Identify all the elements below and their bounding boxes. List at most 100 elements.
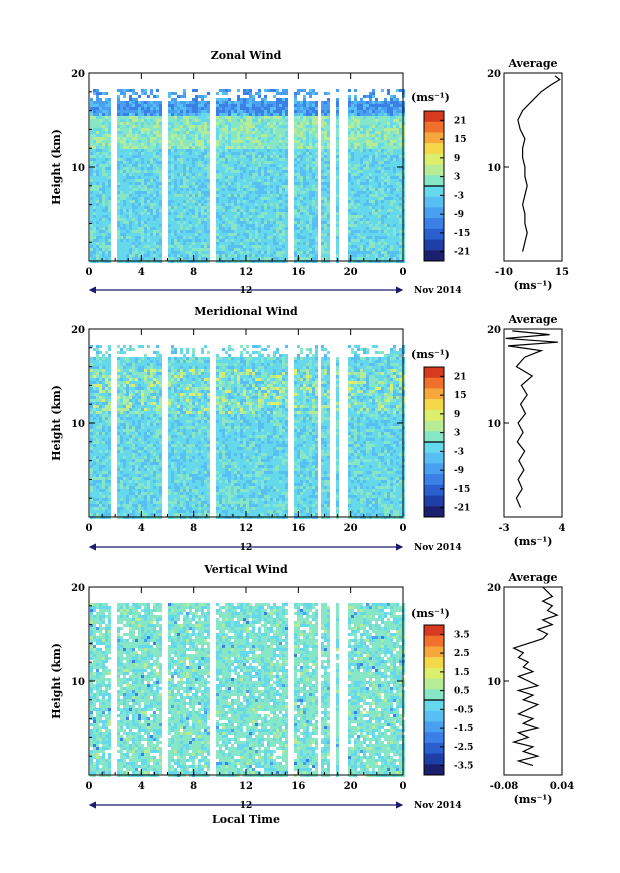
heatmap-cell [258, 134, 261, 137]
heatmap-cell [390, 245, 393, 248]
heatmap-cell [150, 170, 153, 173]
heatmap-cell [240, 257, 243, 260]
heatmap-cell [180, 116, 183, 119]
heatmap-cell [117, 146, 120, 149]
heatmap-cell [306, 116, 309, 119]
heatmap-cell [360, 221, 363, 224]
heatmap-cell [270, 101, 273, 104]
heatmap-cell [120, 200, 123, 203]
heatmap-cell [216, 155, 219, 158]
heatmap-cell [93, 209, 96, 212]
heatmap-cell [297, 92, 300, 95]
heatmap-cell [207, 227, 210, 230]
heatmap-cell [246, 173, 249, 176]
heatmap-cell [321, 179, 324, 182]
heatmap-cell [324, 230, 327, 233]
heatmap-cell [396, 179, 399, 182]
heatmap-cell [150, 107, 153, 110]
heatmap-cell [150, 164, 153, 167]
heatmap-cell [393, 170, 396, 173]
heatmap-cell [354, 149, 357, 152]
heatmap-cell [300, 212, 303, 215]
heatmap-cell [294, 212, 297, 215]
heatmap-cell [243, 122, 246, 125]
heatmap-cell [294, 188, 297, 191]
heatmap-cell [375, 206, 378, 209]
heatmap-cell [321, 227, 324, 230]
heatmap-cell [261, 239, 264, 242]
heatmap-cell [267, 206, 270, 209]
heatmap-cell [294, 215, 297, 218]
heatmap-cell [282, 254, 285, 257]
heatmap-cell [303, 203, 306, 206]
heatmap-cell [201, 188, 204, 191]
heatmap-cell [183, 194, 186, 197]
heatmap-cell [327, 149, 330, 152]
heatmap-cell [294, 143, 297, 146]
heatmap-cell [204, 221, 207, 224]
heatmap-cell [141, 113, 144, 116]
heatmap-cell [279, 164, 282, 167]
heatmap-cell [159, 188, 162, 191]
heatmap-cell [363, 218, 366, 221]
heatmap-cell [396, 182, 399, 185]
heatmap-cell [186, 197, 189, 200]
heatmap-cell [378, 170, 381, 173]
heatmap-cell [168, 137, 171, 140]
heatmap-cell [396, 161, 399, 164]
heatmap-cell [261, 137, 264, 140]
heatmap-cell [351, 182, 354, 185]
heatmap-cell [231, 215, 234, 218]
heatmap-cell [204, 95, 207, 98]
heatmap-cell [324, 233, 327, 236]
heatmap-cell [369, 188, 372, 191]
heatmap-cell [252, 134, 255, 137]
heatmap-cell [195, 134, 198, 137]
heatmap-cell [258, 101, 261, 104]
heatmap-cell [279, 146, 282, 149]
heatmap-cell [324, 143, 327, 146]
heatmap-cell [348, 95, 351, 98]
heatmap-cell [294, 194, 297, 197]
heatmap-cell [96, 164, 99, 167]
heatmap-cell [270, 179, 273, 182]
heatmap-cell [207, 188, 210, 191]
heatmap-cell [252, 185, 255, 188]
heatmap-cell [159, 116, 162, 119]
heatmap-cell [93, 167, 96, 170]
heatmap-cell [312, 116, 315, 119]
heatmap-cell [351, 215, 354, 218]
heatmap-cell [102, 125, 105, 128]
heatmap-cell [249, 113, 252, 116]
heatmap-cell [297, 170, 300, 173]
heatmap-cell [363, 95, 366, 98]
heatmap-cell [315, 194, 318, 197]
heatmap-cell [123, 161, 126, 164]
heatmap-cell [150, 257, 153, 260]
heatmap-cell [102, 176, 105, 179]
heatmap-cell [267, 137, 270, 140]
heatmap-cell [369, 233, 372, 236]
heatmap-cell [141, 161, 144, 164]
heatmap-cell [396, 101, 399, 104]
heatmap-cell [285, 152, 288, 155]
heatmap-cell [192, 221, 195, 224]
heatmap-cell [147, 125, 150, 128]
heatmap-cell [375, 149, 378, 152]
heatmap-cell [150, 242, 153, 245]
heatmap-cell [243, 227, 246, 230]
heatmap-cell [279, 104, 282, 107]
heatmap-cell [120, 122, 123, 125]
heatmap-cell [300, 221, 303, 224]
heatmap-cell [222, 236, 225, 239]
heatmap-cell [192, 245, 195, 248]
heatmap-cell [204, 230, 207, 233]
heatmap-cell [282, 125, 285, 128]
heatmap-cell [390, 254, 393, 257]
heatmap-cell [90, 140, 93, 143]
heatmap-cell [99, 101, 102, 104]
heatmap-cell [150, 116, 153, 119]
heatmap-cell [363, 230, 366, 233]
heatmap-cell [249, 89, 252, 92]
heatmap-cell [141, 251, 144, 254]
